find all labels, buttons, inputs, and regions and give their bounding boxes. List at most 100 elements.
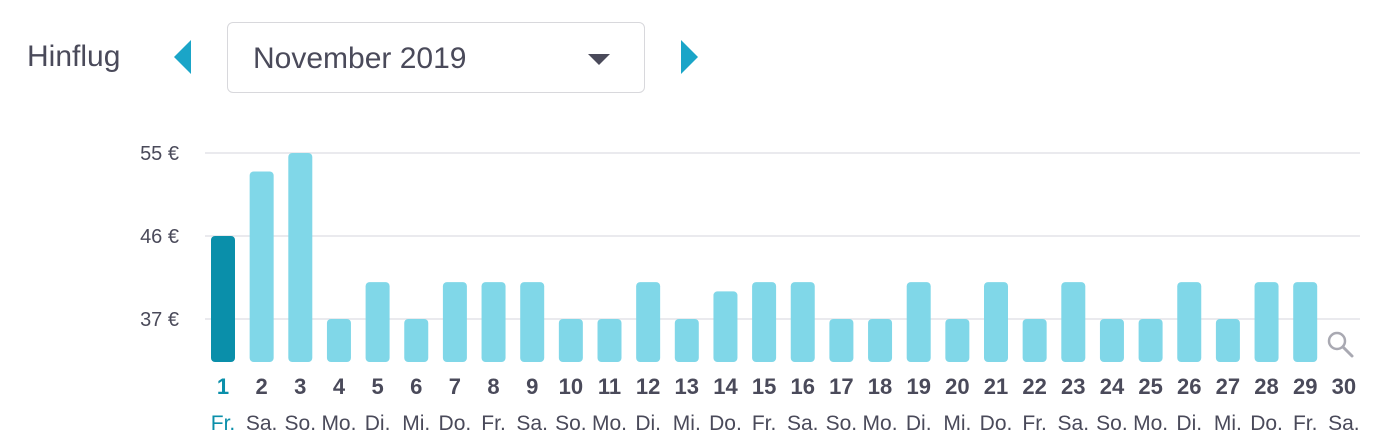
price-bar[interactable] (1138, 319, 1163, 362)
price-bar[interactable] (713, 291, 738, 362)
day-label[interactable]: 15 (752, 374, 776, 399)
day-label[interactable]: 11 (598, 374, 621, 399)
month-select[interactable]: November 2019 (227, 22, 645, 93)
day-label[interactable]: 27 (1216, 374, 1240, 399)
y-tick-label: 46 € (140, 226, 179, 248)
search-icon[interactable] (1326, 330, 1356, 360)
price-bar[interactable] (1177, 282, 1202, 362)
weekday-label: Fr. (1293, 412, 1318, 435)
day-label[interactable]: 19 (906, 374, 930, 399)
weekday-label: Sa. (787, 412, 819, 435)
chevron-right-icon[interactable] (681, 40, 698, 74)
price-bar[interactable] (790, 282, 815, 362)
month-select-value: November 2019 (253, 42, 467, 75)
day-label[interactable]: 21 (984, 374, 1008, 399)
price-bar[interactable] (1254, 282, 1279, 362)
day-label[interactable]: 3 (294, 374, 306, 399)
price-bar[interactable] (288, 153, 313, 362)
weekday-label: Fr. (211, 412, 236, 435)
weekday-label: Fr. (1022, 412, 1047, 435)
day-label[interactable]: 23 (1061, 374, 1085, 399)
weekday-label: Di. (1176, 412, 1202, 435)
day-label[interactable]: 10 (559, 374, 583, 399)
price-bar[interactable] (1215, 319, 1240, 362)
weekday-label: Do. (439, 412, 472, 435)
weekday-label: Mi. (673, 412, 701, 435)
price-bar[interactable] (1022, 319, 1047, 362)
weekday-label: Do. (709, 412, 742, 435)
weekday-label: Sa. (246, 412, 278, 435)
price-bar[interactable] (249, 171, 274, 362)
price-bar[interactable] (1099, 319, 1124, 362)
price-bar[interactable] (558, 319, 583, 362)
price-bar[interactable] (906, 282, 931, 362)
day-label[interactable]: 12 (636, 374, 660, 399)
day-label[interactable]: 13 (675, 374, 699, 399)
price-bar[interactable] (945, 319, 970, 362)
price-bar[interactable] (1061, 282, 1086, 362)
day-label[interactable]: 28 (1254, 374, 1278, 399)
price-bar[interactable] (636, 282, 661, 362)
price-bar[interactable] (404, 319, 429, 362)
weekday-label: Do. (980, 412, 1013, 435)
day-label[interactable]: 6 (410, 374, 422, 399)
weekday-label: So. (826, 412, 858, 435)
weekday-label: Di. (635, 412, 661, 435)
price-bar[interactable] (868, 319, 893, 362)
weekday-label: So. (555, 412, 587, 435)
weekday-label: So. (285, 412, 317, 435)
price-bar[interactable] (326, 319, 351, 362)
day-label[interactable]: 14 (713, 374, 738, 399)
weekday-label: Sa. (1058, 412, 1090, 435)
day-label[interactable]: 2 (256, 374, 268, 399)
price-bar[interactable] (597, 319, 622, 362)
day-label[interactable]: 9 (526, 374, 538, 399)
chevron-left-icon[interactable] (174, 40, 191, 74)
price-bar[interactable] (674, 319, 699, 362)
weekday-label: Mo. (1133, 412, 1168, 435)
day-label[interactable]: 25 (1138, 374, 1162, 399)
price-bar[interactable] (1293, 282, 1318, 362)
day-label[interactable]: 7 (449, 374, 461, 399)
weekday-label: Fr. (752, 412, 777, 435)
weekday-label: So. (1096, 412, 1128, 435)
day-label[interactable]: 20 (945, 374, 969, 399)
weekday-label: Mi. (943, 412, 971, 435)
y-tick-label: 37 € (140, 309, 179, 331)
weekday-label: Mi. (1214, 412, 1242, 435)
outbound-label: Hinflug (27, 40, 121, 73)
price-bar[interactable] (365, 282, 390, 362)
day-label[interactable]: 26 (1177, 374, 1201, 399)
day-label[interactable]: 5 (371, 374, 383, 399)
y-tick-label: 55 € (140, 143, 179, 165)
weekday-label: Do. (1250, 412, 1283, 435)
day-label[interactable]: 17 (829, 374, 853, 399)
weekday-label: Fr. (481, 412, 506, 435)
day-label[interactable]: 30 (1332, 374, 1356, 399)
day-label[interactable]: 29 (1293, 374, 1317, 399)
price-bar[interactable] (829, 319, 854, 362)
price-bar[interactable] (211, 236, 235, 362)
weekday-label: Sa. (1328, 412, 1360, 435)
day-label[interactable]: 8 (487, 374, 499, 399)
weekday-label: Mi. (402, 412, 430, 435)
day-label[interactable]: 18 (868, 374, 892, 399)
day-label[interactable]: 16 (791, 374, 815, 399)
day-label[interactable]: 4 (333, 374, 346, 399)
weekday-label: Mo. (592, 412, 627, 435)
price-bar[interactable] (984, 282, 1008, 362)
weekday-label: Sa. (516, 412, 548, 435)
weekday-label: Di. (365, 412, 391, 435)
price-bar[interactable] (442, 282, 467, 362)
day-label[interactable]: 1 (217, 374, 229, 399)
weekday-label: Mo. (863, 412, 898, 435)
price-bar[interactable] (481, 282, 506, 362)
price-bar[interactable] (520, 282, 545, 362)
chevron-down-icon (588, 54, 610, 65)
day-label[interactable]: 24 (1100, 374, 1125, 399)
day-label[interactable]: 22 (1022, 374, 1046, 399)
price-bar[interactable] (752, 282, 777, 362)
weekday-label: Di. (906, 412, 932, 435)
weekday-label: Mo. (321, 412, 356, 435)
